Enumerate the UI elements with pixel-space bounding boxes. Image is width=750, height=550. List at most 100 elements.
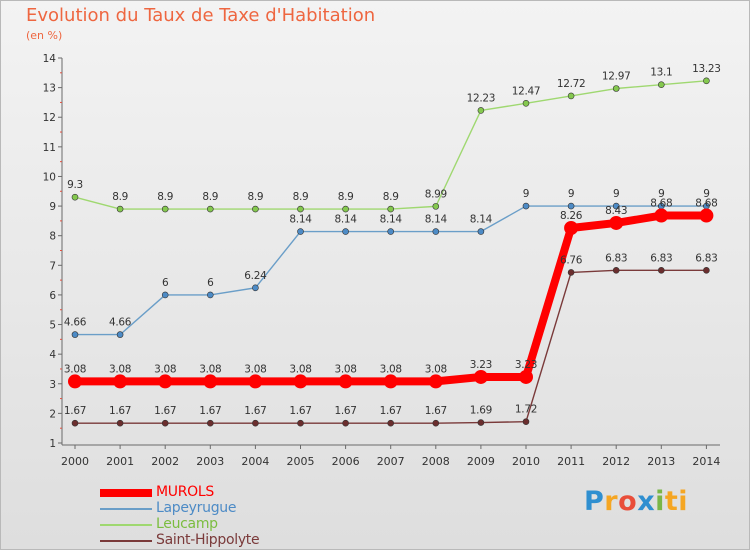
data-point (252, 419, 259, 427)
data-label: 9 (703, 188, 709, 200)
data-point (161, 205, 169, 213)
data-label: 8.9 (293, 191, 309, 203)
data-label: 8.14 (380, 214, 403, 226)
y-tick-label: 13 (43, 83, 56, 95)
x-tick-label: 2000 (61, 455, 89, 468)
data-point (338, 374, 353, 389)
data-label: 3.08 (244, 363, 266, 375)
data-label: 12.23 (467, 92, 496, 104)
x-tick-label: 2008 (422, 455, 450, 468)
y-tick-label: 2 (49, 408, 56, 420)
data-label: 3.08 (425, 363, 447, 375)
legend-label: Saint-Hippolyte (156, 532, 260, 548)
data-point (161, 291, 169, 299)
data-label: 13.1 (650, 67, 672, 79)
x-tick-label: 2011 (557, 455, 585, 468)
data-label: 13.23 (692, 63, 721, 75)
data-label: 8.14 (289, 214, 312, 226)
data-point (387, 205, 395, 213)
data-label: 6.24 (244, 270, 267, 282)
data-label: 1.69 (470, 405, 492, 417)
data-label: 3.08 (289, 363, 311, 375)
data-point (477, 107, 485, 114)
data-point (71, 193, 79, 201)
data-label: 1.67 (335, 405, 357, 417)
data-point (477, 419, 485, 426)
y-tick-label: 4 (49, 349, 56, 361)
data-label: 6.76 (560, 254, 583, 266)
data-point (654, 208, 669, 223)
data-label: 8.68 (650, 198, 672, 210)
data-label: 3.08 (64, 363, 86, 375)
data-label: 1.67 (244, 405, 266, 417)
data-label: 8.14 (335, 214, 358, 226)
data-point (71, 419, 79, 427)
data-point (342, 228, 349, 235)
series-line-saint-hippolyte (75, 269, 707, 424)
data-point (252, 205, 259, 213)
data-label: 9.3 (67, 179, 83, 191)
data-label: 3.23 (470, 359, 492, 371)
data-point (116, 331, 124, 338)
data-label: 12.97 (602, 71, 631, 83)
x-tick-label: 2001 (106, 455, 134, 468)
data-label: 3.23 (515, 359, 537, 371)
data-point (657, 267, 665, 274)
data-label: 1.72 (515, 404, 537, 416)
data-label: 1.67 (64, 405, 86, 417)
data-point (522, 418, 530, 425)
data-label: 4.66 (109, 317, 132, 329)
chart-title: Evolution du Taux de Taxe d'Habitation (26, 5, 376, 26)
data-label: 8.9 (112, 191, 128, 203)
data-point (609, 215, 624, 230)
chart-subtitle: (en %) (26, 29, 63, 42)
data-label: 12.72 (557, 78, 586, 90)
data-point (297, 228, 304, 235)
data-point (477, 228, 485, 235)
data-label: 8.26 (560, 210, 583, 222)
data-label: 6.83 (695, 252, 717, 264)
data-point (522, 100, 530, 107)
data-point (158, 374, 173, 389)
series-line-murols (75, 211, 707, 386)
series-line-leucamp (74, 80, 707, 210)
data-point (207, 205, 214, 213)
y-tick-label: 7 (49, 260, 56, 272)
y-tick-label: 9 (49, 201, 56, 213)
data-label: 8.9 (247, 191, 263, 203)
data-label: 8.9 (202, 191, 218, 203)
x-tick-label: 2012 (602, 455, 630, 468)
data-point (612, 85, 620, 92)
data-label: 8.99 (425, 188, 447, 200)
y-tick-label: 5 (49, 320, 56, 332)
data-point (342, 419, 349, 427)
x-tick-label: 2004 (241, 455, 269, 468)
data-label: 8.9 (157, 191, 173, 203)
y-tick-label: 3 (49, 379, 56, 391)
data-point (699, 208, 714, 223)
data-label: 3.08 (380, 363, 402, 375)
data-label: 9 (658, 188, 664, 200)
data-label: 3.08 (199, 363, 221, 375)
data-point (567, 202, 575, 210)
data-label: 1.67 (199, 405, 221, 417)
data-label: 4.66 (64, 317, 87, 329)
data-label: 8.9 (383, 191, 399, 203)
y-tick-label: 10 (43, 171, 56, 183)
data-point (522, 202, 530, 210)
data-point (252, 284, 259, 292)
data-point (428, 374, 443, 389)
data-label: 3.08 (154, 363, 176, 375)
data-label: 6 (207, 277, 214, 289)
data-point (116, 419, 124, 427)
y-tick-label: 12 (43, 112, 56, 124)
data-label: 6.83 (650, 252, 672, 264)
legend-swatch (100, 540, 152, 542)
data-point (612, 202, 620, 210)
data-label: 1.67 (109, 405, 131, 417)
data-point (519, 369, 533, 384)
data-point (473, 369, 488, 384)
data-label: 8.9 (338, 191, 354, 203)
